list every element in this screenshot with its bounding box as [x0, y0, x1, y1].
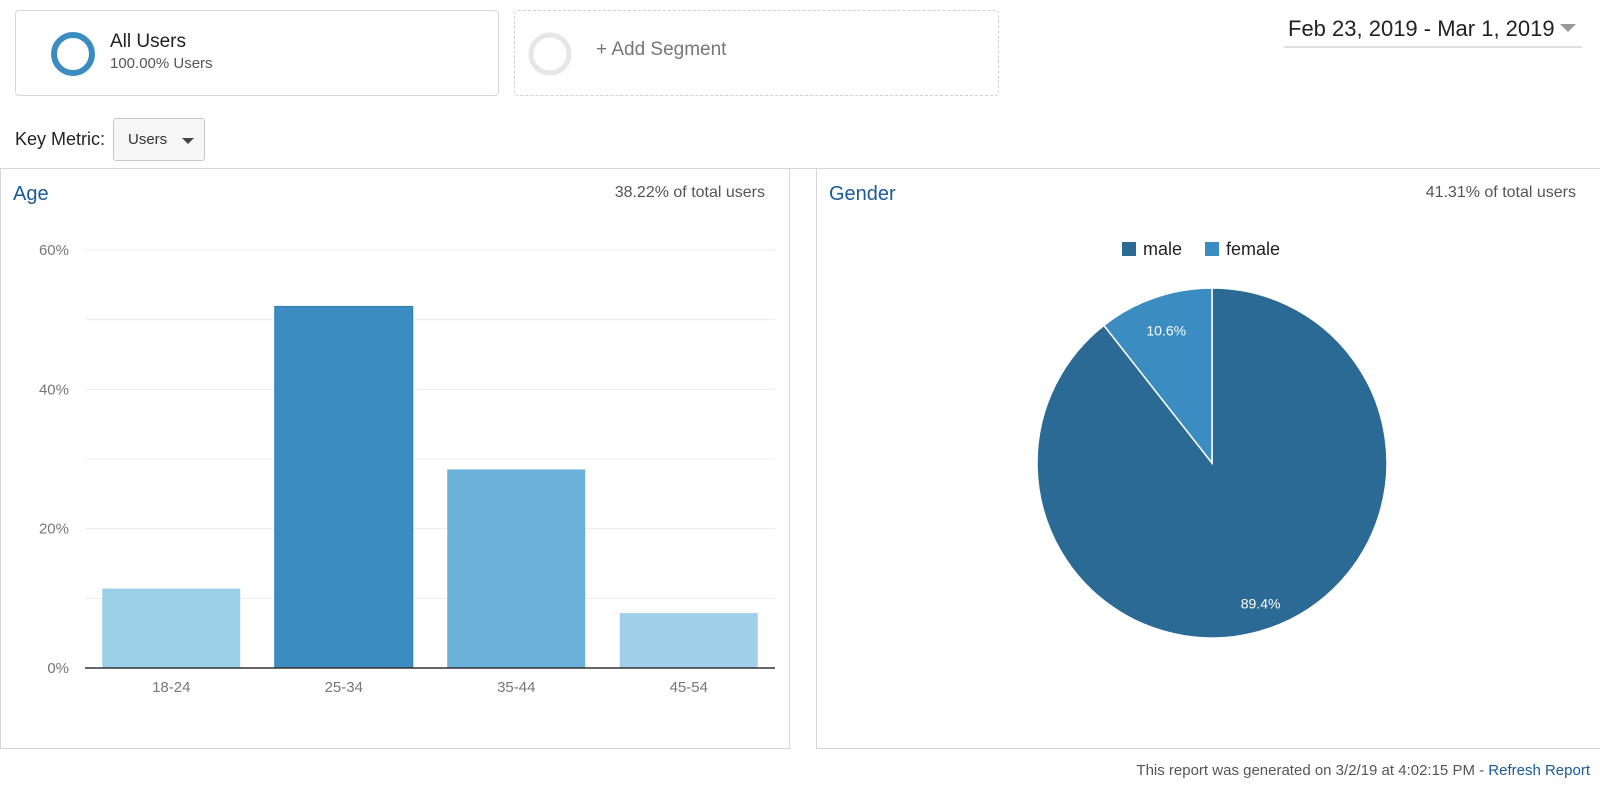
age-bar[interactable] [447, 469, 586, 668]
add-segment-button[interactable]: + Add Segment [514, 10, 999, 96]
legend-swatch [1205, 242, 1219, 256]
refresh-report-link[interactable]: Refresh Report [1488, 762, 1590, 779]
chevron-down-icon [1560, 24, 1576, 32]
y-tick-label: 40% [39, 381, 69, 398]
age-bar-chart: 0% 20% 40% 60% 18-24 25-34 35-44 45-54 [39, 242, 775, 696]
age-title: Age [13, 183, 49, 205]
pie-value-label: 89.4% [1241, 596, 1281, 612]
x-tick-label: 45-54 [670, 679, 708, 696]
add-segment-label: + Add Segment [596, 39, 727, 60]
age-bar[interactable] [619, 612, 758, 668]
legend-label: female [1226, 239, 1280, 259]
divider [0, 168, 1600, 169]
gender-title: Gender [829, 183, 896, 205]
segment-ring-icon [51, 32, 95, 76]
segment-all-users[interactable]: All Users 100.00% Users [15, 10, 499, 96]
dropdown-caret-icon [182, 138, 194, 144]
age-panel: Age 38.22% of total users 0% 20% 40% 60% 18-… [0, 169, 790, 749]
gender-pie-chart: male female 89.4% 10.6% [1036, 239, 1388, 639]
key-metric-dropdown[interactable]: Users [113, 118, 205, 161]
gender-share: 41.31% of total users [1425, 184, 1576, 201]
footer-text: This report was generated on 3/2/19 at 4… [1136, 762, 1489, 779]
empty-segment-ring-icon [528, 32, 572, 76]
y-tick-label: 20% [39, 521, 69, 538]
x-tick-label: 18-24 [152, 679, 190, 696]
pie-slice-female[interactable] [1102, 287, 1213, 466]
date-range-picker[interactable]: Feb 23, 2019 - Mar 1, 2019 [1284, 14, 1582, 48]
report-footer: This report was generated on 3/2/19 at 4… [1136, 762, 1590, 779]
key-metric-value: Users [128, 131, 168, 148]
gender-panel: Gender 41.31% of total users male female 8… [816, 169, 1600, 749]
age-bar[interactable] [274, 305, 414, 669]
segment-subtitle: 100.00% Users [110, 55, 213, 72]
x-tick-label: 35-44 [497, 679, 535, 696]
age-share: 38.22% of total users [614, 184, 765, 201]
legend-label: male [1143, 239, 1182, 259]
x-tick-label: 25-34 [325, 679, 363, 696]
y-tick-label: 0% [47, 660, 69, 677]
key-metric-label: Key Metric: [15, 129, 106, 149]
y-tick-label: 60% [39, 242, 69, 259]
segment-title: All Users [110, 31, 187, 52]
age-bar[interactable] [102, 588, 241, 668]
date-range-text: Feb 23, 2019 - Mar 1, 2019 [1288, 16, 1555, 41]
legend-swatch [1122, 242, 1136, 256]
pie-value-label: 10.6% [1146, 323, 1186, 339]
